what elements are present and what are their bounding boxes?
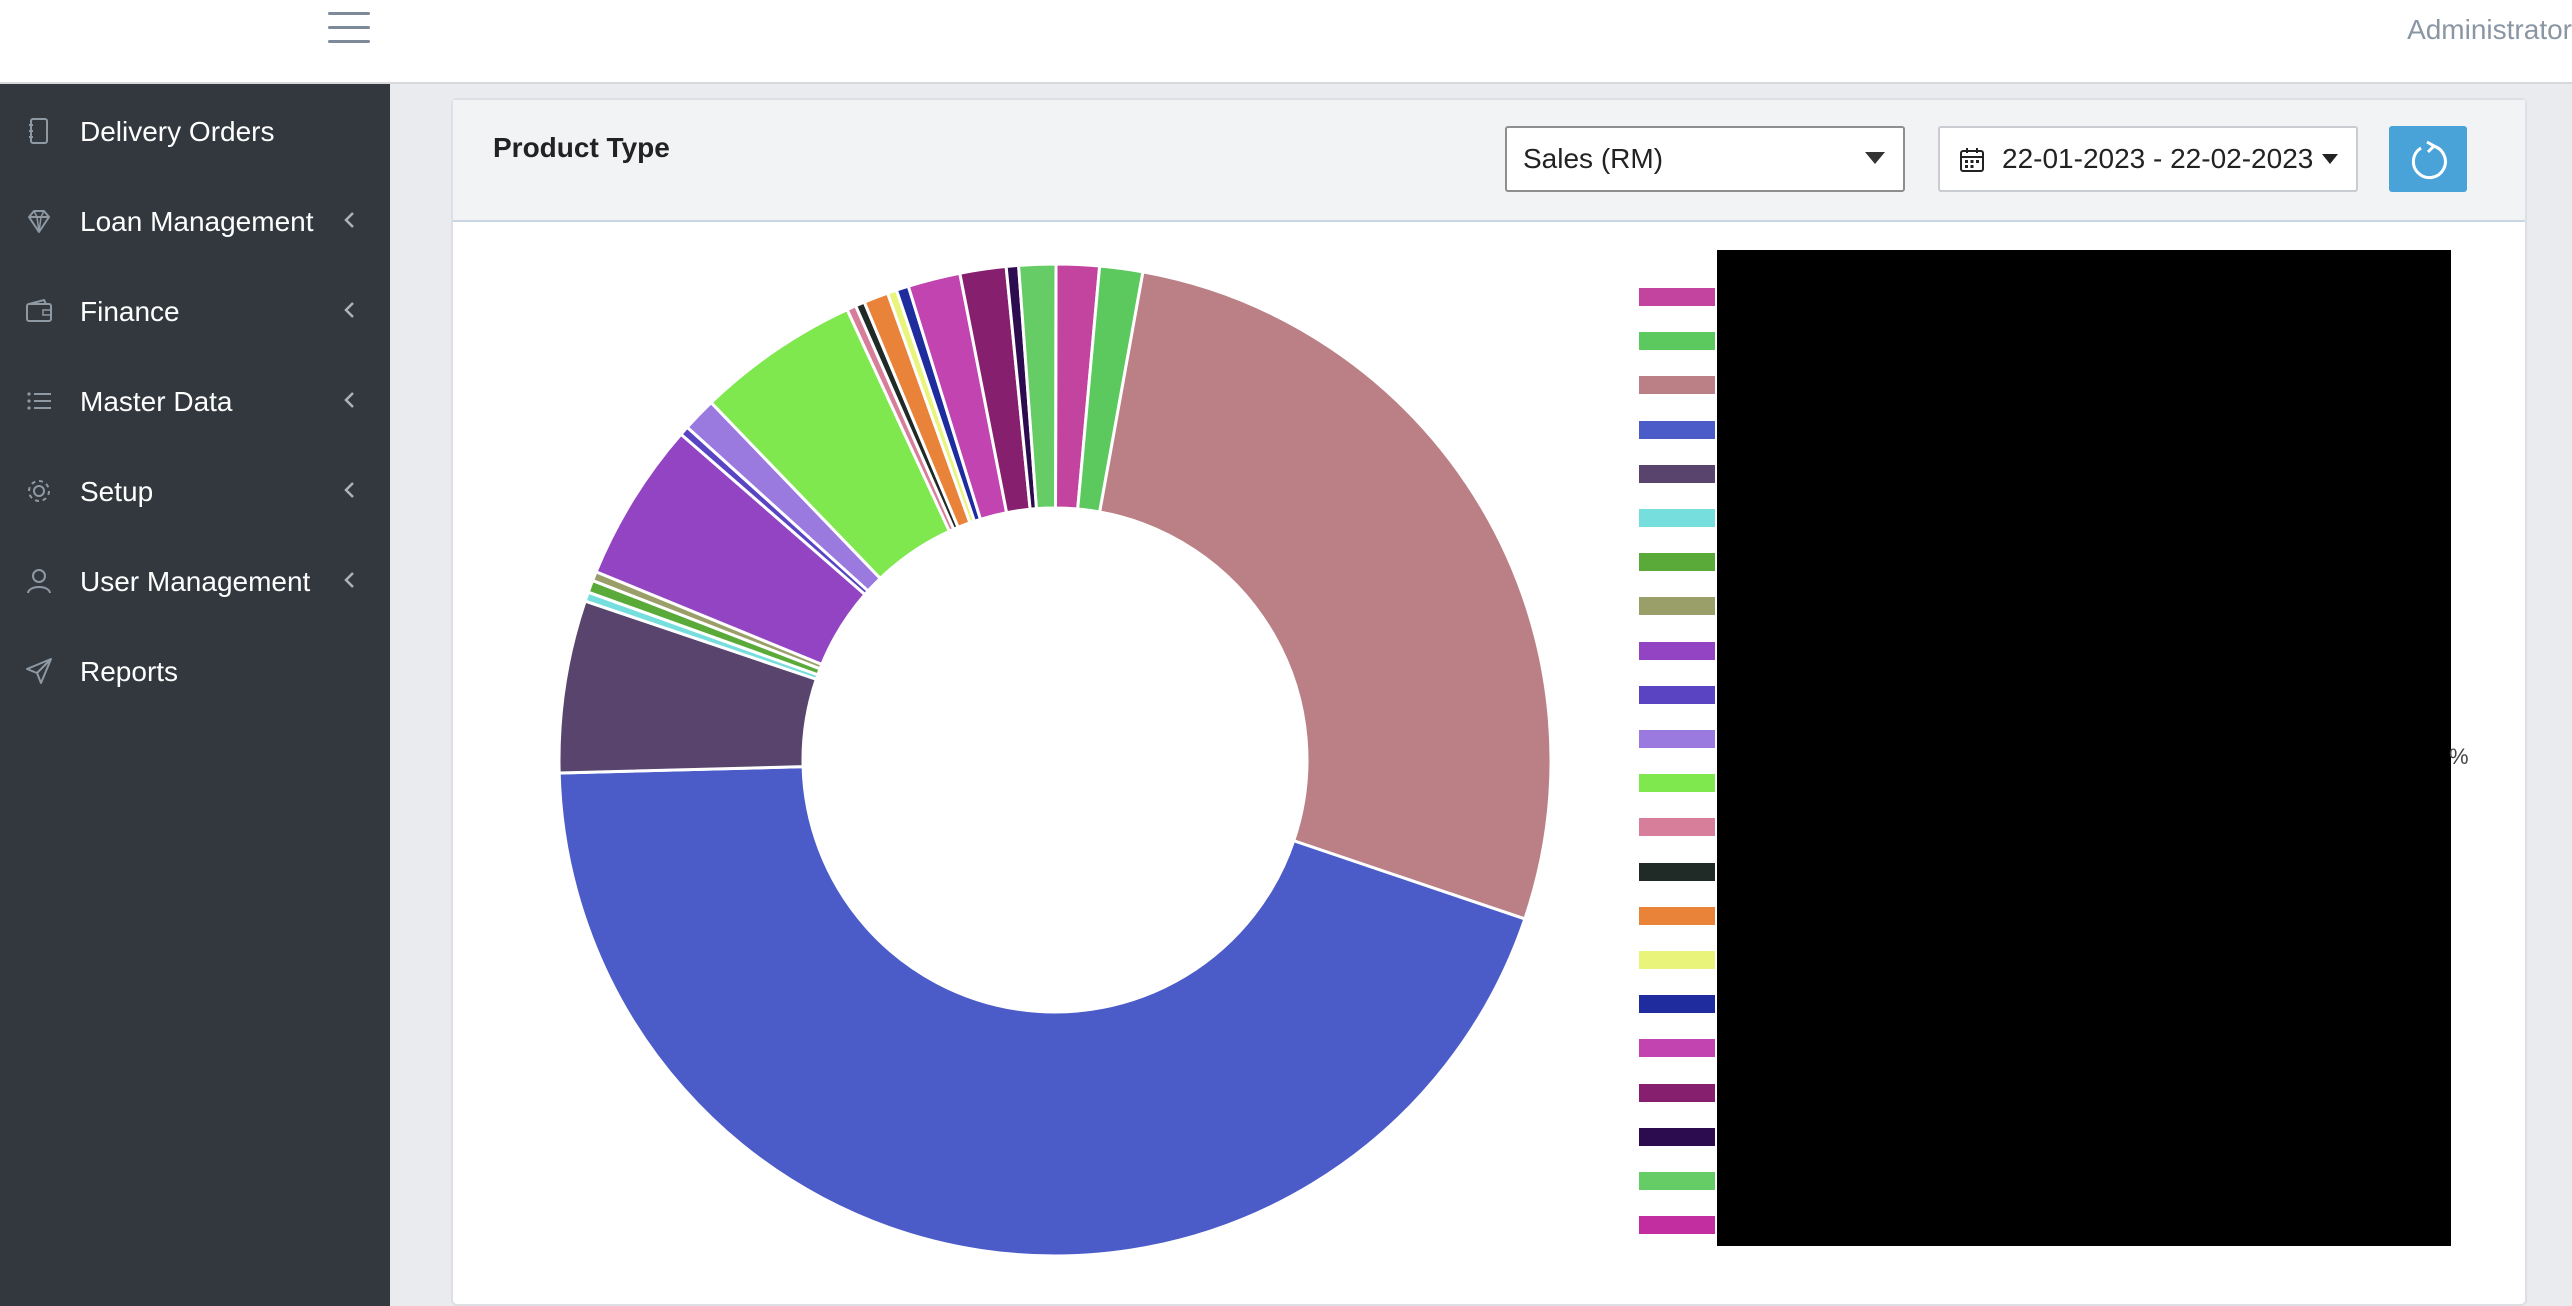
sidebar-item-user-management[interactable]: User Management [0, 546, 390, 616]
gear-icon [28, 480, 50, 502]
legend-swatch[interactable] [1639, 553, 1715, 572]
send-icon [26, 658, 52, 684]
chevron-left-icon [344, 482, 354, 498]
legend-swatch[interactable] [1639, 951, 1715, 969]
sidebar-item-setup[interactable]: Setup [0, 456, 390, 526]
user-icon [27, 569, 51, 594]
legend-swatch[interactable] [1639, 464, 1715, 483]
sidebar-item-label: Finance [80, 296, 180, 327]
legend-swatch[interactable] [1639, 641, 1715, 660]
donut-chart [557, 262, 1553, 1258]
chevron-left-icon [344, 392, 354, 408]
product-type-panel: Product Type Sales (RM) 22-01-2023 - 22-… [451, 98, 2527, 1306]
sidebar-item-reports[interactable]: Reports [0, 636, 390, 706]
refresh-icon [2411, 140, 2447, 180]
chevron-left-icon [344, 212, 354, 228]
metric-select[interactable]: Sales (RM) [1505, 126, 1905, 192]
donut-slice[interactable] [1097, 270, 1553, 921]
legend-swatch[interactable] [1639, 862, 1715, 881]
legend-swatch[interactable] [1639, 818, 1715, 837]
legend-swatch[interactable] [1639, 774, 1715, 793]
wallet-icon [26, 298, 52, 322]
sidebar-item-master-data[interactable]: Master Data [0, 366, 390, 436]
donut-slice[interactable] [557, 765, 1527, 1258]
legend-swatch[interactable] [1639, 730, 1715, 748]
metric-select-value: Sales (RM) [1523, 143, 1664, 174]
legend-swatch[interactable] [1639, 1083, 1715, 1102]
legend-swatch[interactable] [1639, 1216, 1715, 1235]
sidebar-item-label: Reports [80, 656, 179, 687]
chevron-left-icon [344, 302, 354, 318]
calendar-icon [1960, 148, 1984, 172]
legend-swatch[interactable] [1639, 1039, 1715, 1058]
legend-swatch[interactable] [1639, 332, 1715, 351]
sidebar: Delivery Orders Loan Management Finance … [0, 84, 390, 1306]
panel-header: Product Type Sales (RM) 22-01-2023 - 22-… [453, 100, 2525, 222]
date-range-value: 22-01-2023 - 22-02-2023 [2002, 143, 2314, 174]
legend-swatch[interactable] [1639, 995, 1715, 1014]
sidebar-item-label: User Management [80, 566, 311, 597]
sidebar-item-label: Setup [80, 476, 154, 507]
date-range-picker[interactable]: 22-01-2023 - 22-02-2023 [1938, 126, 2358, 192]
top-bar: Administrator [0, 0, 2572, 84]
list-icon [27, 392, 51, 410]
legend-swatch[interactable] [1639, 420, 1715, 439]
legend-percent-fragment: % [2449, 744, 2469, 769]
legend-swatch[interactable] [1639, 288, 1715, 306]
sidebar-item-finance[interactable]: Finance [0, 276, 390, 346]
legend-swatch[interactable] [1639, 509, 1715, 527]
legend-swatch[interactable] [1639, 906, 1715, 925]
notebook-icon [29, 118, 48, 144]
sidebar-item-label: Delivery Orders [80, 116, 275, 147]
legend-swatch[interactable] [1639, 685, 1715, 704]
hamburger-icon[interactable] [328, 12, 370, 46]
sidebar-item-loan-management[interactable]: Loan Management [0, 186, 390, 256]
legend-swatch[interactable] [1639, 1172, 1715, 1190]
refresh-button[interactable] [2389, 126, 2467, 192]
user-menu[interactable]: Administrator [2407, 14, 2572, 45]
chevron-left-icon [344, 572, 354, 588]
caret-down-icon [2322, 154, 2338, 164]
redacted-legend-labels [1717, 250, 2451, 1246]
legend-swatch[interactable] [1639, 1127, 1715, 1146]
legend-swatch[interactable] [1639, 597, 1715, 616]
sidebar-item-label: Master Data [80, 386, 233, 417]
donut-slice[interactable] [1016, 262, 1058, 511]
diamond-icon [28, 210, 50, 233]
legend-swatch[interactable] [1639, 376, 1715, 395]
sidebar-item-delivery-orders[interactable]: Delivery Orders [0, 96, 390, 166]
caret-down-icon [1865, 152, 1885, 164]
panel-title: Product Type [493, 132, 670, 163]
sidebar-item-label: Loan Management [80, 206, 314, 237]
